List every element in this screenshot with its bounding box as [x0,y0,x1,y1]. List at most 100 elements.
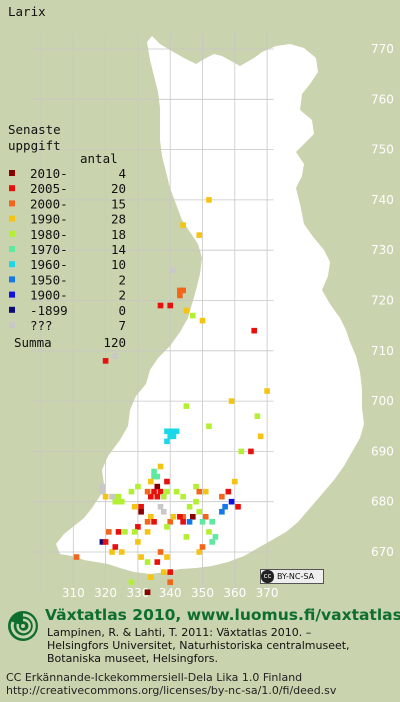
vaxtatlas-logo-icon [8,611,38,641]
occurrence-marker [193,483,199,490]
northing-label: 690 [371,444,394,458]
occurrence-marker [138,503,144,510]
legend-period-label: 1990- [30,212,68,227]
occurrence-marker [160,508,167,515]
occurrence-marker [157,549,164,555]
legend-count-header: antal [80,151,118,166]
northing-label: 700 [371,394,394,408]
occurrence-marker [154,493,161,500]
occurrence-marker [212,534,219,540]
occurrence-marker [164,524,170,530]
occurrence-marker [222,503,228,510]
license-line-1: CC Erkännande-Ickekommersiell-Dela Lika … [6,671,303,684]
legend-swatch [9,215,15,222]
occurrence-marker [135,539,141,545]
occurrence-marker [99,483,106,490]
occurrence-marker [173,428,180,435]
occurrence-marker [144,559,151,565]
occurrence-marker [144,519,151,525]
occurrence-marker [148,493,154,500]
easting-label: 340 [159,586,182,600]
species-title: Larix [8,4,46,19]
northing-labels: 770 760 750 740 730 720 710 700 690 680 670 [371,42,394,559]
occurrence-marker [138,554,144,560]
legend-period-label: 2010- [30,166,68,181]
occurrence-marker [151,473,157,480]
legend-period-label: 1970- [30,242,68,257]
occurrence-marker [180,513,186,520]
legend-swatch [9,322,15,328]
occurrence-marker [99,488,106,495]
occurrence-marker [102,539,109,545]
occurrence-marker [167,302,173,309]
occurrence-marker [151,488,157,495]
occurrence-marker [251,327,257,334]
northing-label: 710 [371,344,394,358]
legend-count: 28 [111,212,126,227]
occurrence-marker [193,498,199,505]
occurrence-marker [238,448,245,455]
legend-title-line1: Senaste [8,122,61,137]
occurrence-marker [183,307,190,314]
northing-label: 770 [371,42,394,56]
northing-label: 680 [371,495,394,509]
occurrence-marker [131,529,138,535]
occurrence-marker [254,413,261,419]
occurrence-marker [206,197,212,203]
occurrence-marker [128,579,135,585]
credit-line-1: Lampinen, R. & Lahti, T. 2011: Växtatlas… [47,626,312,639]
cc-badge-text: BY-NC-SA [277,572,315,581]
occurrence-marker [109,549,115,555]
legend-swatch [9,306,15,313]
legend-swatch [9,246,15,252]
legend-period-label: 2000- [30,196,68,211]
site-title: Växtatlas 2010, www.luomus.fi/vaxtatlas [45,606,400,624]
occurrence-marker [164,488,170,495]
legend-period-label: 1900- [30,288,68,303]
occurrence-marker [157,463,164,470]
occurrence-marker [144,529,151,535]
occurrence-marker [102,358,109,364]
northing-label: 670 [371,545,394,559]
occurrence-marker [167,433,173,440]
legend-count: 2 [118,288,126,303]
occurrence-marker [186,519,193,525]
legend-swatch [9,185,15,192]
occurrence-marker [167,569,173,575]
occurrence-marker [112,498,119,505]
occurrence-marker [170,267,177,274]
occurrence-marker [148,574,154,580]
legend-swatch [9,200,15,207]
occurrence-marker [196,232,203,238]
occurrence-marker [219,493,225,500]
occurrence-marker [209,519,215,525]
occurrence-marker [206,423,212,430]
occurrence-marker [264,388,270,394]
occurrence-marker [115,498,122,505]
occurrence-marker [199,317,206,324]
legend-count: 4 [118,166,126,181]
occurrence-marker [164,554,170,560]
occurrence-marker [170,433,177,440]
legend-count: 10 [111,257,126,272]
northing-label: 720 [371,294,394,308]
coordinate-grid [31,33,274,593]
occurrence-marker [157,302,164,309]
occurrence-marker [219,508,225,515]
occurrence-marker [202,513,209,520]
occurrence-marker [148,478,154,485]
occurrence-marker [199,519,206,525]
occurrence-marker [235,503,241,510]
occurrence-marker [135,524,141,530]
legend-count: 18 [111,227,126,242]
occurrence-marker [112,493,119,500]
occurrence-marker [118,498,125,505]
occurrence-marker [196,549,203,555]
occurrence-marker [112,544,119,550]
occurrence-marker [196,508,203,515]
occurrence-marker [115,493,122,500]
